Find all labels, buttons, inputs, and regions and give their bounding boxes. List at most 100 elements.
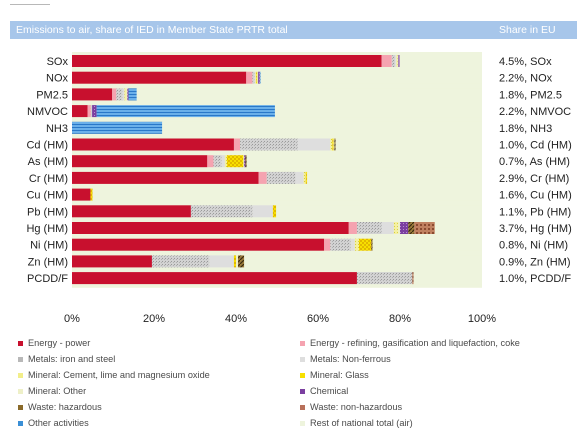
category-label: As (HM) xyxy=(28,156,68,168)
top-rule xyxy=(10,4,50,5)
bar-segment-rest_national xyxy=(136,88,482,101)
bar-segment-metals_iron_steel xyxy=(213,155,222,168)
bar-segment-energy_refining xyxy=(87,105,91,118)
bar-segment-mineral_other xyxy=(397,222,400,234)
share-label: 1.0%, PCDD/F xyxy=(499,273,571,285)
bar-segment-mineral_other xyxy=(257,71,259,84)
bar-segment-energy_refining xyxy=(258,171,267,184)
category-label: SOx xyxy=(47,56,69,68)
category-label: Pb (HM) xyxy=(27,206,68,218)
x-tick-label: 100% xyxy=(468,313,496,325)
bar-segment-metals_iron_steel xyxy=(266,171,296,184)
bar-segment-metals_iron_steel xyxy=(330,238,351,251)
bar-segment-rest_national xyxy=(335,138,482,151)
legend-swatch xyxy=(18,340,23,346)
bar-segment-mineral_glass xyxy=(226,155,244,168)
legend-swatch xyxy=(300,388,305,394)
bar-segment-energy_power xyxy=(72,272,357,285)
bar-segment-energy_power xyxy=(72,71,247,84)
legend-swatch xyxy=(18,404,23,410)
bar-segment-chemical xyxy=(127,88,129,101)
bar-segment-waste_hazardous xyxy=(245,155,247,168)
legend-label: Rest of national total (air) xyxy=(310,418,413,428)
bar-segment-waste_hazardous xyxy=(408,222,415,234)
x-tick-label: 0% xyxy=(64,313,80,325)
bar-segment-metals_iron_steel xyxy=(240,138,298,151)
bar-segment-metals_nonferrous xyxy=(350,238,355,251)
bar-segment-chemical xyxy=(398,55,400,67)
legend-item-energy_power: Energy - power xyxy=(18,336,90,350)
bar-segment-other_activities xyxy=(128,88,137,101)
legend-label: Waste: hazardous xyxy=(28,402,102,412)
legend-swatch xyxy=(18,420,23,426)
bar-segment-mineral_cement xyxy=(393,222,398,234)
legend-item-metals_nonferrous: Metals: Non-ferrous xyxy=(300,352,391,366)
legend-item-rest_national: Rest of national total (air) xyxy=(300,416,413,430)
legend-swatch xyxy=(300,372,305,378)
bar-segment-mineral_glass xyxy=(90,188,93,201)
bar-segment-mineral_cement xyxy=(354,238,359,251)
legend-item-waste_hazardous: Waste: hazardous xyxy=(18,400,102,414)
legend-label: Mineral: Other xyxy=(28,386,87,396)
legend-item-mineral_other: Mineral: Other xyxy=(18,384,86,398)
bar-segment-mineral_glass xyxy=(305,171,307,184)
share-label: 1.0%, Cd (HM) xyxy=(499,140,572,152)
bar-segment-metals_nonferrous xyxy=(295,171,304,184)
share-label: 3.7%, Hg (HM) xyxy=(499,223,572,235)
legend-label: Metals: iron and steel xyxy=(28,354,116,364)
bar-segment-mineral_other xyxy=(306,171,308,184)
bar-segment-energy_power xyxy=(72,188,91,201)
bar-segment-energy_power xyxy=(72,105,88,118)
legend-label: Mineral: Cement, lime and magnesium oxid… xyxy=(28,370,210,380)
bar-segment-metals_nonferrous xyxy=(395,55,397,67)
bar-segment-chemical xyxy=(244,155,246,168)
share-label: 1.1%, Pb (HM) xyxy=(499,206,571,218)
bar-segment-energy_power xyxy=(72,155,208,168)
bar-segment-metals_nonferrous xyxy=(297,138,331,151)
bar-segment-rest_national xyxy=(244,255,482,268)
bar-segment-waste_nonhazardous xyxy=(414,222,435,234)
legend-label: Waste: non-hazardous xyxy=(310,402,403,412)
share-label: 0.8%, Ni (HM) xyxy=(499,240,568,252)
bar-segment-rest_national xyxy=(372,238,482,251)
bar-segment-mineral_cement xyxy=(124,88,127,101)
bar-segment-mineral_other xyxy=(243,155,245,168)
category-label: PCDD/F xyxy=(27,273,68,285)
bar-segment-rest_national xyxy=(274,105,482,118)
bar-segment-waste_hazardous xyxy=(334,138,336,151)
bar-segment-metals_iron_steel xyxy=(116,88,123,101)
plot-area xyxy=(72,52,482,288)
x-tick-label: 20% xyxy=(143,313,165,325)
bar-segment-energy_power xyxy=(72,171,259,184)
legend-item-chemical: Chemical xyxy=(300,384,348,398)
bar-segment-other_activities xyxy=(259,71,261,84)
bar-segment-metals_iron_steel xyxy=(90,105,93,118)
legend-item-metals_iron_steel: Metals: iron and steel xyxy=(18,352,115,366)
bar-segment-energy_power xyxy=(72,205,191,218)
bar-segment-metals_nonferrous xyxy=(209,255,234,268)
legend: Energy - power Energy - refining, gasific… xyxy=(18,336,577,437)
bar-segment-metals_nonferrous xyxy=(221,155,225,168)
bar-segment-metals_nonferrous xyxy=(381,222,394,234)
x-tick-label: 80% xyxy=(389,313,411,325)
share-label: 4.5%, SOx xyxy=(499,56,552,68)
bar-segment-rest_national xyxy=(413,272,482,285)
bar-segment-metals_iron_steel xyxy=(252,71,255,84)
share-label: 2.2%, NMVOC xyxy=(499,106,571,118)
bar-segment-rest_national xyxy=(246,155,482,168)
bar-segment-chemical xyxy=(400,222,409,234)
bar-segment-waste_hazardous xyxy=(371,238,373,251)
bar-segment-energy_power xyxy=(72,88,113,101)
legend-item-other_activities: Other activities xyxy=(18,416,89,430)
bar-segment-mineral_cement xyxy=(224,155,227,168)
bar-segment-energy_refining xyxy=(381,55,392,67)
bar-segment-metals_iron_steel xyxy=(151,255,210,268)
share-label: 0.7%, As (HM) xyxy=(499,156,570,168)
bar-segment-mineral_cement xyxy=(396,55,398,67)
share-label: 0.9%, Zn (HM) xyxy=(499,256,571,268)
bar-segment-rest_national xyxy=(307,171,482,184)
legend-label: Energy - power xyxy=(28,338,91,348)
bar-segment-mineral_glass xyxy=(359,238,372,251)
bar-segment-mineral_glass xyxy=(256,71,258,84)
bar-segment-chemical xyxy=(258,71,260,84)
